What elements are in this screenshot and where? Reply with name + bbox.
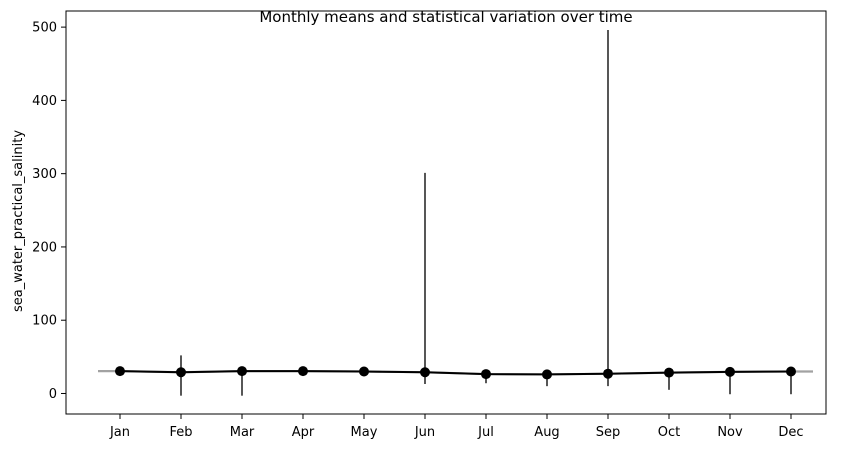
x-tick-label: Sep xyxy=(596,425,621,440)
mean-marker xyxy=(481,369,491,380)
x-tick-label: Oct xyxy=(658,425,680,440)
chart-ticks: 0 100 200 300 400 500 Jan Feb Mar Apr May Jun Jul Aug… xyxy=(32,21,803,440)
x-tick-label: Mar xyxy=(230,425,255,440)
y-tick-label: 200 xyxy=(32,240,57,255)
mean-marker xyxy=(786,366,796,377)
x-tick-label: Jun xyxy=(414,425,435,440)
x-tick-label: Jul xyxy=(477,425,494,440)
mean-marker xyxy=(115,366,125,377)
mean-marker xyxy=(237,366,247,377)
x-tick-label: Dec xyxy=(778,425,803,440)
y-tick-label: 100 xyxy=(32,314,57,329)
mean-marker xyxy=(298,366,308,377)
mean-marker xyxy=(725,366,735,377)
mean-line xyxy=(119,370,792,376)
y-tick-label: 0 xyxy=(49,387,57,402)
x-tick-label: May xyxy=(351,425,378,440)
mean-marker xyxy=(664,367,674,378)
y-tick-label: 400 xyxy=(32,94,57,109)
chart-marks xyxy=(98,30,813,396)
mean-marker xyxy=(542,369,552,380)
mean-marker xyxy=(420,367,430,378)
mean-marker xyxy=(176,367,186,378)
chart-title: Monthly means and statistical variation … xyxy=(259,8,632,26)
x-tick-label: Feb xyxy=(169,425,192,440)
y-tick-label: 500 xyxy=(32,21,57,36)
x-tick-label: Jan xyxy=(109,425,130,440)
plot-frame xyxy=(65,10,827,415)
x-tick-label: Nov xyxy=(717,425,743,440)
mean-marker xyxy=(359,366,369,377)
y-tick-label: 300 xyxy=(32,167,57,182)
x-tick-label: Aug xyxy=(534,425,559,440)
x-tick-label: Apr xyxy=(292,425,315,440)
y-axis-label: sea_water_practical_salinity xyxy=(11,130,26,312)
mean-marker xyxy=(603,368,613,379)
